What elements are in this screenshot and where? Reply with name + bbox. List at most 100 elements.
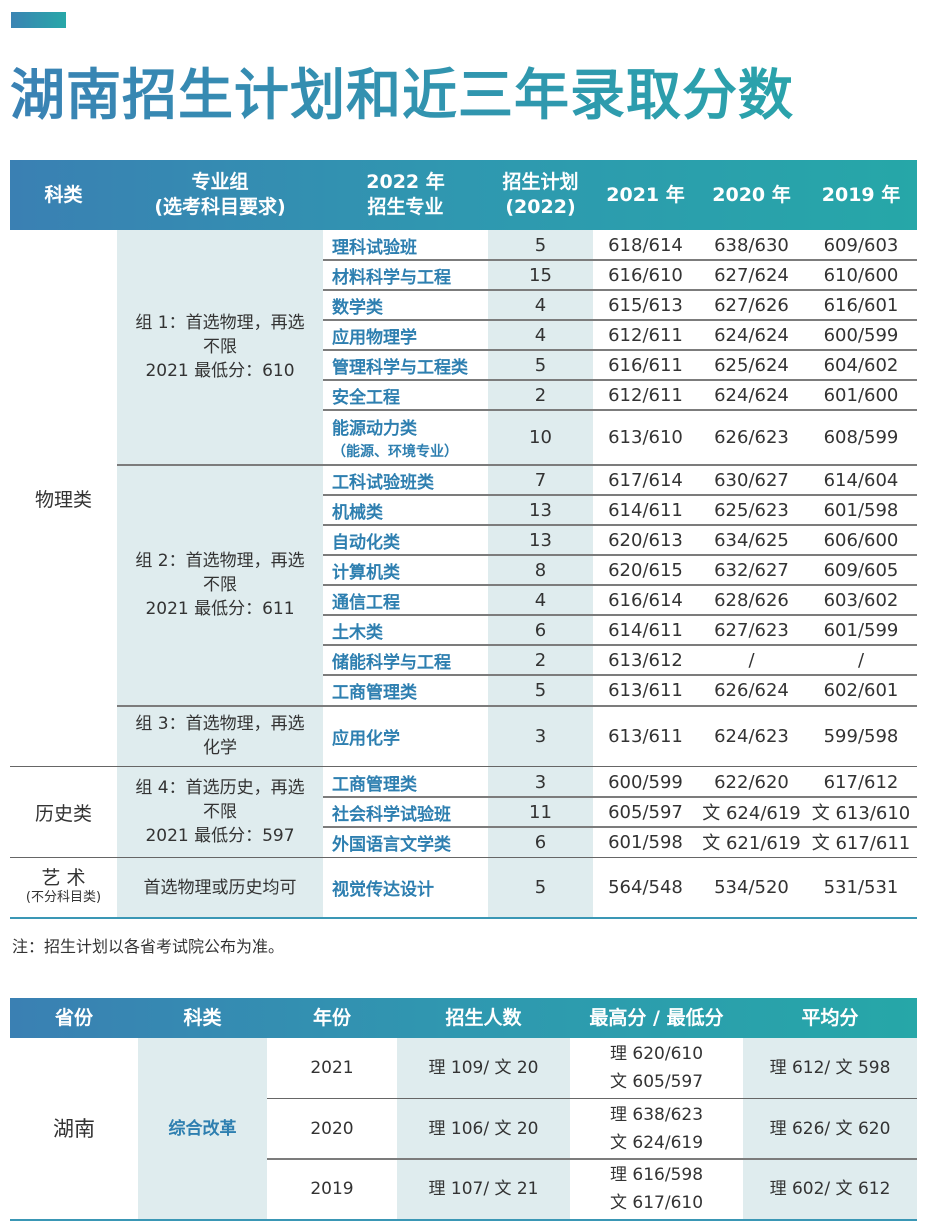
category-label: 历史类	[34, 802, 92, 825]
group-text: 化学	[203, 738, 237, 758]
plan-value: 2	[534, 649, 547, 671]
y2021-cell: 616/614	[593, 585, 698, 615]
y2019-value: 608/599	[823, 426, 899, 448]
y2019-value: 603/602	[823, 589, 899, 611]
plan-cell: 5	[488, 350, 593, 380]
divider	[117, 705, 917, 707]
major-cell: 材料科学与工程	[323, 260, 488, 290]
row-divider	[323, 409, 917, 411]
group-2: 组 2：首选物理，再选 不限 2021 最低分：611	[117, 465, 323, 705]
plan-cell: 5	[488, 858, 593, 917]
y2019-cell: 601/598	[805, 495, 917, 525]
major-cell: 通信工程	[323, 585, 488, 615]
max-min-value: 理 638/623	[609, 1105, 704, 1125]
y2020-cell: 626/624	[698, 675, 805, 705]
y2021-value: 613/612	[608, 649, 683, 671]
major-cell: 计算机类	[323, 555, 488, 585]
major-name: 视觉传达设计	[332, 880, 434, 900]
y2020-value: 627/623	[714, 619, 789, 641]
group-text: 组 4：首选历史，再选	[135, 778, 305, 798]
y2020-value: 625/623	[714, 499, 789, 521]
y2021-cell: 616/611	[593, 350, 698, 380]
row-divider	[323, 826, 917, 828]
y2019-value: 609/605	[823, 559, 899, 581]
max-min-value: 文 605/597	[609, 1072, 704, 1092]
y2019-value: 606/600	[823, 529, 899, 551]
y2019-value: 609/603	[823, 234, 899, 256]
col-2020: 2020 年	[698, 160, 805, 230]
group-text: 2021 最低分：610	[145, 361, 295, 381]
major-cell: 能源动力类 （能源、环境专业）	[323, 410, 488, 464]
y2020-cell: 630/627	[698, 465, 805, 495]
plan-value: 4	[534, 294, 547, 316]
y2021-cell: 612/611	[593, 320, 698, 350]
plan-value: 3	[534, 771, 547, 793]
col-label: 2021 年	[606, 183, 685, 206]
y2019-cell: 614/604	[805, 465, 917, 495]
plan-cell: 2	[488, 380, 593, 410]
y2019-value: 文 617/611	[811, 833, 911, 854]
major-cell: 自动化类	[323, 525, 488, 555]
province-cell: 湖南	[10, 1038, 138, 1219]
y2019-cell: 文 613/610	[805, 797, 917, 827]
y2020-value: 630/627	[714, 469, 789, 491]
col-max-min: 最高分 / 最低分	[570, 998, 743, 1038]
y2019-cell: 617/612	[805, 767, 917, 797]
major-name: 通信工程	[332, 592, 400, 613]
y2019-cell: 609/605	[805, 555, 917, 585]
col-province: 省份	[10, 998, 138, 1038]
y2019-cell: 606/600	[805, 525, 917, 555]
y2021-cell: 564/548	[593, 858, 698, 917]
y2019-value: 602/601	[823, 679, 899, 701]
y2021-cell: 617/614	[593, 465, 698, 495]
enrolled-cell: 理 106/ 文 20	[397, 1099, 570, 1159]
average-cell: 理 626/ 文 620	[743, 1099, 917, 1159]
plan-cell: 3	[488, 706, 593, 766]
y2020-cell: 627/623	[698, 615, 805, 645]
major-name: 工商管理类	[332, 682, 417, 703]
max-min-cell: 理 638/623 文 624/619	[570, 1099, 743, 1159]
max-min-cell: 理 620/610 文 605/597	[570, 1038, 743, 1098]
col-group: 专业组 (选考科目要求)	[117, 160, 323, 230]
divider	[267, 1158, 917, 1160]
average-col-bg	[743, 1038, 917, 1219]
y2021-cell: 613/611	[593, 675, 698, 705]
max-min-cell: 理 616/598 文 617/610	[570, 1159, 743, 1219]
col-label: 2022 年	[366, 171, 445, 194]
y2020-value: /	[748, 649, 755, 671]
group-text: 不限	[203, 802, 237, 822]
max-min-value: 理 620/610	[609, 1044, 704, 1064]
y2021-cell: 612/611	[593, 380, 698, 410]
divider	[10, 766, 917, 767]
major-cell: 视觉传达设计	[323, 858, 488, 917]
y2021-cell: 613/612	[593, 645, 698, 675]
y2019-value: 599/598	[823, 725, 899, 747]
major-cell: 安全工程	[323, 380, 488, 410]
max-min-value: 文 617/610	[609, 1193, 704, 1213]
col-category: 科类	[138, 998, 267, 1038]
row-divider	[323, 379, 917, 381]
category-physics: 物理类	[10, 230, 117, 766]
y2019-cell: 609/603	[805, 230, 917, 260]
y2019-cell: 531/531	[805, 858, 917, 917]
row-divider	[323, 644, 917, 646]
y2020-cell: 638/630	[698, 230, 805, 260]
year-value: 2020	[310, 1119, 354, 1139]
col-label: 招生人数	[445, 1006, 522, 1029]
major-name: 能源动力类	[332, 418, 417, 439]
group-text: 组 3：首选物理，再选	[135, 714, 305, 734]
plan-value: 13	[529, 529, 552, 551]
major-name: 工科试验班类	[332, 472, 434, 493]
col-enrolled: 招生人数	[397, 998, 570, 1038]
col-label: (选考科目要求)	[154, 196, 286, 218]
plan-value: 11	[529, 801, 552, 823]
major-cell: 外国语言文学类	[323, 827, 488, 857]
major-name: 工商管理类	[332, 774, 417, 795]
group-5: 首选物理或历史均可	[117, 858, 323, 917]
major-cell: 社会科学试验班	[323, 797, 488, 827]
y2019-cell: 599/598	[805, 706, 917, 766]
y2020-value: 624/623	[714, 725, 789, 747]
major-cell: 机械类	[323, 495, 488, 525]
plan-cell: 6	[488, 827, 593, 857]
row-divider	[323, 614, 917, 616]
